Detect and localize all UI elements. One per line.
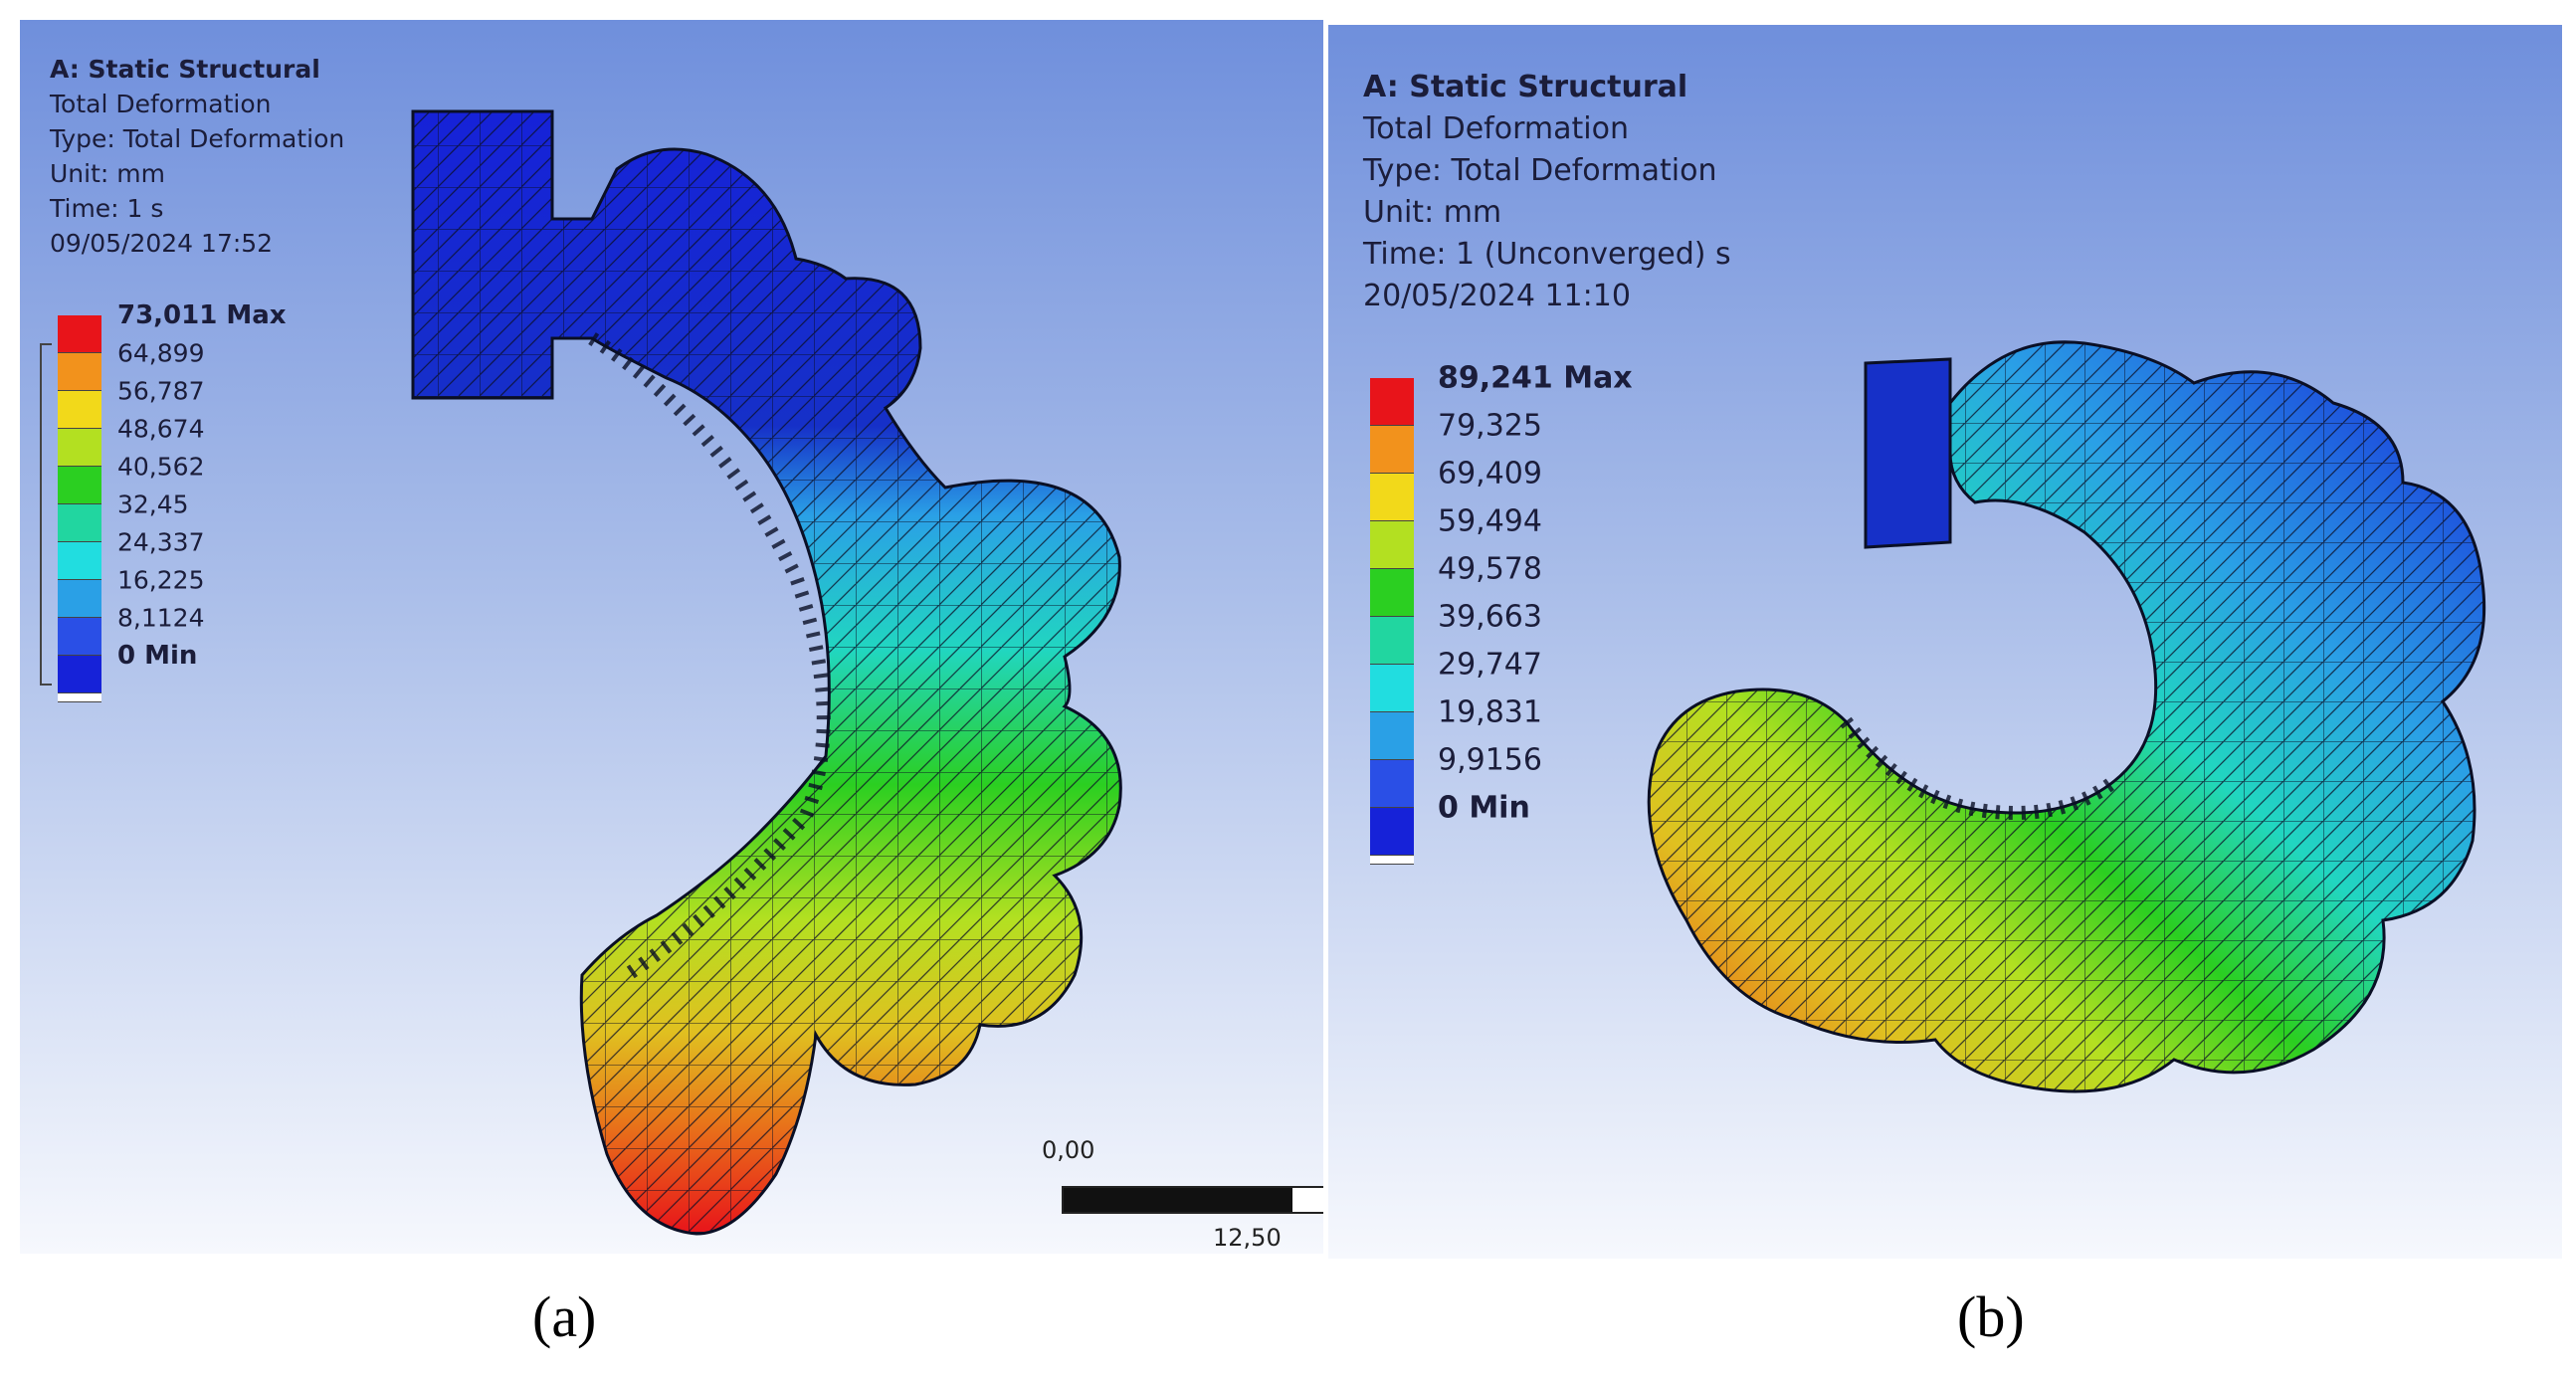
legend-label: 89,241 Max <box>1438 360 1633 396</box>
legend-label: 0 Min <box>1438 790 1530 826</box>
legend-label: 0 Min <box>117 641 198 671</box>
legend-swatch <box>1370 378 1414 426</box>
legend-label: 64,899 <box>117 338 205 368</box>
result-type: Type: Total Deformation <box>50 124 345 153</box>
gripper-body-b <box>1647 340 2486 1093</box>
deformed-mesh-a[interactable] <box>20 20 1323 1254</box>
legend-bracket <box>40 343 52 686</box>
legend-swatch <box>58 542 101 580</box>
legend-label: 29,747 <box>1438 647 1542 683</box>
analysis-title: A: Static Structural <box>1363 70 1688 104</box>
legend-label: 8,1124 <box>117 603 205 633</box>
legend-label: 39,663 <box>1438 599 1542 635</box>
legend-label: 40,562 <box>117 452 205 482</box>
legend-swatch <box>58 504 101 542</box>
legend-label: 69,409 <box>1438 456 1542 491</box>
legend-label: 59,494 <box>1438 503 1542 539</box>
result-info-b: A: Static Structural Total Deformation T… <box>1363 67 1731 317</box>
legend-label: 73,011 Max <box>117 300 287 330</box>
legend-label: 24,337 <box>117 527 205 557</box>
legend-swatch <box>1370 617 1414 665</box>
result-info-a: A: Static Structural Total Deformation T… <box>50 52 344 261</box>
result-unit: Unit: mm <box>50 159 165 188</box>
legend-swatch <box>58 429 101 467</box>
analysis-title: A: Static Structural <box>50 55 320 84</box>
deformed-mesh-b[interactable] <box>1328 25 2562 1259</box>
result-time: Time: 1 (Unconverged) s <box>1363 237 1731 272</box>
legend-label: 16,225 <box>117 565 205 595</box>
legend-color-bar <box>1370 378 1414 865</box>
result-time: Time: 1 s <box>50 194 164 223</box>
legend-swatch <box>1370 426 1414 474</box>
legend-swatch <box>1370 808 1414 856</box>
result-date: 09/05/2024 17:52 <box>50 229 274 258</box>
legend-label: 56,787 <box>117 376 205 406</box>
legend-swatch <box>58 656 101 693</box>
legend-swatch <box>58 580 101 618</box>
result-unit: Unit: mm <box>1363 195 1502 230</box>
scale-start: 0,00 <box>1042 1136 1095 1164</box>
figure-caption-a: (a) <box>532 1284 597 1349</box>
legend-swatch <box>1370 665 1414 712</box>
viewport-a[interactable]: A: Static Structural Total Deformation T… <box>20 20 1323 1254</box>
result-type: Type: Total Deformation <box>1363 153 1717 188</box>
scale-end: 12,50 <box>1213 1224 1282 1252</box>
legend-swatch <box>1370 856 1414 865</box>
legend-swatch <box>1370 521 1414 569</box>
legend-label: 49,578 <box>1438 551 1542 587</box>
legend-swatch <box>58 391 101 429</box>
result-name: Total Deformation <box>50 90 272 118</box>
legend-swatch <box>58 315 101 353</box>
scale-track <box>1062 1186 1323 1214</box>
gripper-body-a <box>411 109 1122 1236</box>
legend-label: 79,325 <box>1438 408 1542 444</box>
viewport-b[interactable]: A: Static Structural Total Deformation T… <box>1328 25 2562 1259</box>
legend-swatch <box>1370 569 1414 617</box>
legend-color-bar <box>58 315 101 702</box>
legend-swatch <box>58 353 101 391</box>
legend-label: 9,9156 <box>1438 742 1542 778</box>
legend-swatch <box>1370 474 1414 521</box>
legend-swatch <box>58 467 101 504</box>
result-date: 20/05/2024 11:10 <box>1363 279 1631 313</box>
legend-swatch <box>1370 712 1414 760</box>
legend-swatch <box>1370 760 1414 808</box>
legend-swatch <box>58 693 101 702</box>
legend-label: 19,831 <box>1438 694 1542 730</box>
result-name: Total Deformation <box>1363 111 1629 146</box>
figure-caption-b: (b) <box>1957 1284 2025 1349</box>
legend-label: 48,674 <box>117 414 205 444</box>
legend-swatch <box>58 618 101 656</box>
legend-label: 32,45 <box>117 490 189 519</box>
